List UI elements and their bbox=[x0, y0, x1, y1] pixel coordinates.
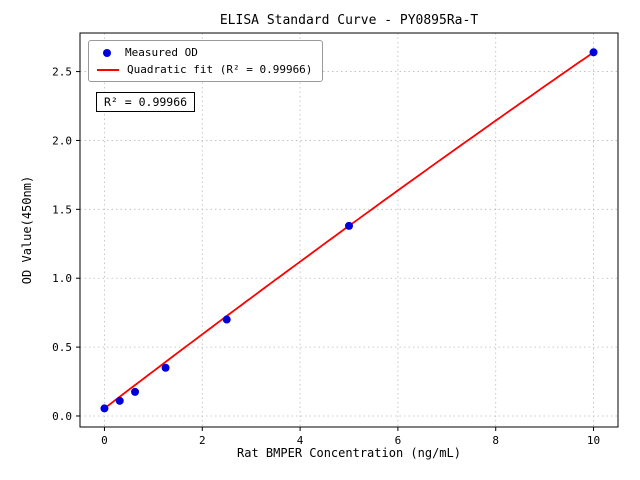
legend-item-quadratic-fit: Quadratic fit (R² = 0.99966) bbox=[97, 63, 312, 76]
y-tick-label: 0.0 bbox=[52, 410, 72, 423]
x-axis-label: Rat BMPER Concentration (ng/mL) bbox=[237, 446, 461, 460]
data-point bbox=[222, 315, 231, 324]
data-point bbox=[131, 387, 140, 396]
x-tick-label: 4 bbox=[297, 434, 304, 447]
legend-line-icon bbox=[97, 68, 119, 71]
data-point bbox=[161, 363, 170, 372]
y-tick-label: 2.5 bbox=[52, 66, 72, 79]
y-tick-label: 2.0 bbox=[52, 134, 72, 147]
data-point bbox=[100, 404, 109, 413]
data-point bbox=[115, 396, 124, 405]
x-tick-label: 0 bbox=[101, 434, 108, 447]
data-point bbox=[589, 48, 598, 57]
r-squared-annotation: R² = 0.99966 bbox=[96, 92, 196, 112]
data-point bbox=[345, 221, 353, 230]
y-axis-label: OD Value(450nm) bbox=[20, 175, 34, 285]
y-tick-label: 1.0 bbox=[52, 272, 72, 285]
legend-label-measured-od: Measured OD bbox=[125, 46, 198, 59]
x-tick-label: 2 bbox=[199, 434, 206, 447]
chart-title: ELISA Standard Curve - PY0895Ra-T bbox=[219, 13, 479, 28]
y-tick-label: 0.5 bbox=[52, 341, 72, 354]
x-tick-label: 6 bbox=[395, 434, 402, 447]
legend-label-quadratic-fit: Quadratic fit (R² = 0.99966) bbox=[127, 63, 313, 76]
axis-frame bbox=[79, 32, 619, 428]
x-tick-label: 10 bbox=[587, 434, 600, 447]
legend-dot-icon bbox=[103, 48, 111, 57]
x-tick-label: 8 bbox=[492, 434, 499, 447]
y-tick-label: 1.5 bbox=[52, 203, 72, 216]
legend-item-measured-od: Measured OD bbox=[97, 46, 312, 59]
legend: Measured OD Quadratic fit (R² = 0.99966) bbox=[88, 40, 324, 82]
